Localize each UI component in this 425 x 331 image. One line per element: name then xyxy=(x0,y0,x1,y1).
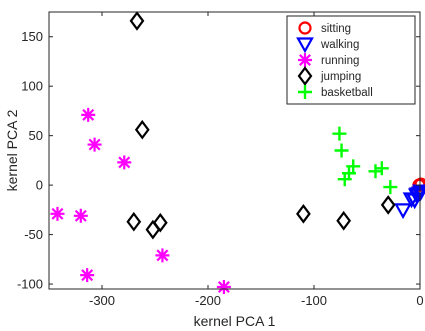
legend-entry-walking: walking xyxy=(296,37,359,54)
point-basketball xyxy=(374,161,389,176)
point-jumping xyxy=(129,11,145,31)
legend-entry-running: running xyxy=(298,53,359,67)
legend-entry-sitting: sitting xyxy=(298,21,351,35)
y-tick-label: 0 xyxy=(36,178,43,193)
point-jumping xyxy=(126,211,142,232)
point-running xyxy=(73,208,88,223)
point-jumping xyxy=(336,210,352,231)
axis-ticks: -300 -200 -100 0 -100 -50 0 50 100 150 xyxy=(17,12,424,308)
series-walking xyxy=(394,184,425,220)
point-basketball xyxy=(334,143,349,158)
y-tick-label: 50 xyxy=(29,128,43,143)
legend-label: jumping xyxy=(320,71,361,83)
plot-area xyxy=(50,11,425,295)
point-jumping xyxy=(152,212,168,233)
y-tick-label: 150 xyxy=(21,29,43,44)
x-axis-label: kernel PCA 1 xyxy=(194,313,276,329)
point-basketball xyxy=(383,180,398,195)
point-running xyxy=(87,137,102,152)
legend-marker-running xyxy=(298,53,312,67)
y-tick-label: -100 xyxy=(17,277,43,292)
series-jumping xyxy=(126,11,396,240)
legend-label: sitting xyxy=(321,23,351,35)
legend: sitting walking running jumping basketball xyxy=(286,15,416,105)
point-jumping xyxy=(134,119,150,140)
point-jumping xyxy=(145,219,161,240)
point-basketball xyxy=(368,164,383,179)
legend-entry-basketball: basketball xyxy=(298,85,373,99)
y-axis-label: kernel PCA 2 xyxy=(4,109,20,191)
point-jumping xyxy=(296,203,311,224)
x-tick-label: -300 xyxy=(89,293,115,308)
series-running xyxy=(50,107,231,295)
y-tick-label: -50 xyxy=(24,227,43,242)
legend-marker-jumping xyxy=(297,66,313,86)
point-running xyxy=(155,248,170,263)
legend-marker-sitting xyxy=(298,21,312,35)
x-tick-label: -100 xyxy=(301,293,327,308)
axes-box xyxy=(48,11,421,290)
point-basketball xyxy=(337,172,352,187)
x-tick-label: 0 xyxy=(416,293,423,308)
legend-marker-walking xyxy=(296,37,314,54)
point-basketball xyxy=(332,126,347,141)
x-tick-label: -200 xyxy=(195,293,221,308)
point-running xyxy=(50,206,65,221)
point-running xyxy=(80,268,95,283)
legend-entry-jumping: jumping xyxy=(297,66,361,86)
legend-label: walking xyxy=(320,39,359,51)
point-running xyxy=(216,280,231,295)
legend-marker-basketball xyxy=(298,85,312,99)
y-tick-label: 100 xyxy=(21,79,43,94)
legend-label: basketball xyxy=(321,87,373,99)
series-basketball xyxy=(332,126,398,195)
point-walking xyxy=(394,203,412,220)
legend-label: running xyxy=(321,55,359,67)
point-running xyxy=(81,107,96,122)
point-jumping xyxy=(380,195,396,215)
point-running xyxy=(117,155,132,170)
